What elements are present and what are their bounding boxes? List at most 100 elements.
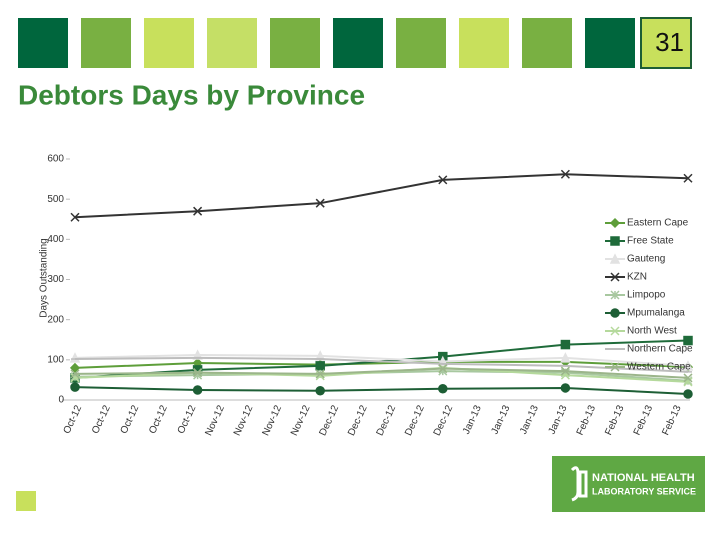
y-tick-label: 200: [47, 314, 64, 325]
deco-square: [396, 18, 446, 68]
marker: [683, 373, 693, 383]
x-tick-label: Nov-12: [289, 403, 313, 437]
series-line: [74, 360, 689, 369]
x-tick-label: Dec-12: [375, 403, 399, 437]
marker: [438, 364, 448, 374]
legend-marker: [610, 326, 620, 336]
marker: [315, 198, 325, 208]
x-tick-label: Dec-12: [432, 403, 456, 437]
marker: [683, 335, 693, 346]
x-tick-label: Jan-13: [518, 403, 541, 436]
deco-square: [522, 18, 572, 68]
legend-label: Eastern Cape: [627, 218, 689, 229]
logo: NATIONAL HEALTH LABORATORY SERVICE: [552, 456, 705, 512]
marker: [683, 389, 693, 399]
y-tick-label: 500: [47, 194, 64, 205]
marker: [315, 386, 325, 396]
marker: [560, 366, 570, 376]
legend-marker: [609, 217, 621, 229]
y-tick-label: 100: [47, 354, 64, 365]
header-squares: [18, 17, 692, 69]
marker: [683, 377, 693, 387]
marker: [438, 384, 448, 394]
legend-label: Limpopo: [627, 290, 666, 301]
x-tick-label: Oct-12: [62, 403, 85, 435]
x-tick-label: Feb-13: [632, 403, 656, 437]
deco-square: [207, 18, 257, 68]
slide-title: Debtors Days by Province: [18, 79, 365, 110]
logo-box: [552, 456, 705, 512]
x-tick-label: Dec-12: [346, 403, 370, 437]
y-axis-title: Days Outstanding: [39, 238, 50, 318]
marker: [315, 369, 325, 379]
legend-label: Free State: [627, 236, 674, 247]
logo-text: LABORATORY SERVICE: [592, 486, 696, 496]
logo-text: NATIONAL HEALTH: [592, 472, 695, 484]
marker: [438, 175, 448, 185]
x-tick-label: Feb-13: [660, 403, 684, 437]
marker: [193, 206, 203, 216]
series-line: [74, 354, 689, 367]
x-tick-label: Nov-12: [203, 403, 227, 437]
legend-marker: [610, 236, 620, 246]
x-tick-label: Jan-13: [547, 403, 570, 436]
series-line: [74, 356, 689, 373]
marker: [683, 173, 693, 183]
legend-marker: [610, 308, 620, 318]
marker: [192, 385, 203, 395]
marker: [560, 339, 571, 350]
deco-square: [18, 18, 68, 68]
deco-square: [333, 18, 383, 68]
x-tick-label: Nov-12: [260, 403, 284, 437]
series-line: [74, 367, 689, 379]
legend-marker: [610, 272, 620, 282]
legend-label: Northern Cape: [627, 344, 693, 355]
x-tick-label: Dec-12: [318, 403, 342, 437]
marker: [70, 369, 80, 379]
marker: [560, 169, 570, 179]
y-tick-label: 300: [47, 274, 64, 285]
x-tick-label: Feb-13: [603, 403, 627, 437]
legend-label: KZN: [627, 272, 647, 283]
marker: [560, 383, 571, 393]
x-tick-label: Oct-12: [176, 403, 199, 435]
series-line: [74, 386, 689, 395]
x-tick-label: Dec-12: [403, 403, 427, 437]
x-tick-label: Oct-12: [90, 403, 113, 435]
marker: [70, 382, 80, 392]
marker: [560, 352, 571, 363]
deco-square: [459, 18, 509, 68]
legend-label: North West: [627, 326, 677, 337]
deco-square: [16, 491, 36, 511]
x-tick-label: Nov-12: [232, 403, 256, 437]
marker: [682, 360, 694, 371]
marker: [560, 370, 570, 380]
y-tick-label: 600: [47, 154, 64, 165]
page-number-box: [640, 17, 692, 69]
legend-marker: [610, 362, 620, 372]
x-tick-label: Oct-12: [119, 403, 142, 435]
deco-square: [585, 18, 635, 68]
legend-label: Gauteng: [627, 254, 665, 265]
legend-label: Mpumalanga: [627, 308, 685, 319]
marker: [193, 368, 203, 378]
y-tick-label: 400: [47, 234, 64, 245]
legend-marker: [609, 253, 621, 264]
x-tick-label: Feb-13: [575, 403, 599, 437]
legend-label: Western Cape: [627, 362, 691, 373]
marker: [70, 212, 80, 222]
deco-square: [270, 18, 320, 68]
y-tick-label: 0: [58, 395, 64, 406]
deco-square: [81, 18, 131, 68]
x-tick-label: Oct-12: [147, 403, 170, 435]
legend-marker: [610, 290, 620, 300]
marker: [315, 361, 325, 371]
series-line: [74, 173, 689, 219]
logo-icon: [570, 466, 588, 502]
marker: [69, 352, 81, 363]
page-number: 31: [655, 27, 684, 57]
marker: [69, 362, 81, 373]
x-tick-label: Jan-13: [490, 403, 513, 436]
x-tick-label: Jan-13: [461, 403, 484, 436]
